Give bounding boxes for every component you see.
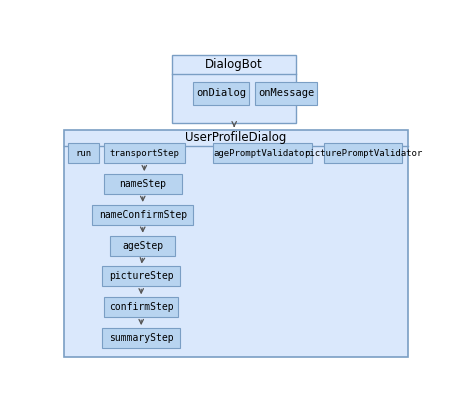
Bar — [212, 143, 311, 163]
Text: DialogBot: DialogBot — [205, 58, 263, 71]
Bar — [104, 297, 178, 317]
Text: picturePromptValidator: picturePromptValidator — [303, 149, 421, 158]
Bar — [102, 328, 179, 348]
Text: run: run — [76, 149, 92, 158]
Text: confirmStep: confirmStep — [109, 302, 173, 312]
Text: ageStep: ageStep — [122, 241, 163, 251]
Bar — [172, 55, 296, 123]
Text: nameStep: nameStep — [119, 179, 166, 189]
Text: transportStep: transportStep — [109, 149, 179, 158]
Bar — [63, 130, 407, 357]
Bar — [193, 82, 248, 105]
Text: agePromptValidator: agePromptValidator — [213, 149, 310, 158]
Bar — [324, 143, 401, 163]
Text: UserProfileDialog: UserProfileDialog — [185, 132, 286, 144]
Bar — [68, 143, 99, 163]
Text: pictureStep: pictureStep — [109, 272, 173, 282]
Text: summaryStep: summaryStep — [109, 333, 173, 343]
Bar — [110, 236, 175, 256]
Bar — [92, 205, 193, 225]
Bar — [102, 266, 179, 286]
Text: onMessage: onMessage — [257, 88, 313, 98]
Bar — [104, 174, 181, 194]
Bar — [104, 143, 184, 163]
Text: onDialog: onDialog — [196, 88, 246, 98]
Bar — [255, 82, 316, 105]
Text: nameConfirmStep: nameConfirmStep — [99, 210, 186, 220]
